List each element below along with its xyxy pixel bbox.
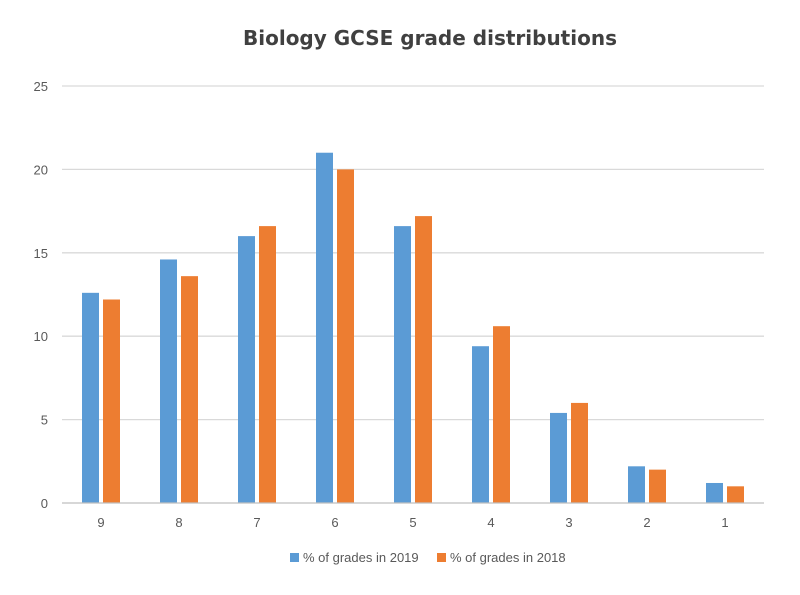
x-tick-label: 3 (565, 515, 572, 530)
bar-series-1 (706, 482, 723, 503)
y-tick-label: 5 (41, 413, 48, 428)
bar-series-2 (259, 226, 276, 503)
x-tick-label: 9 (97, 515, 104, 530)
y-tick-label: 10 (34, 329, 48, 344)
legend-label: % of grades in 2018 (450, 550, 566, 565)
legend-swatch (437, 553, 446, 562)
x-tick-label: 1 (721, 515, 728, 530)
bar-series-1 (628, 466, 645, 503)
bar-series-1 (160, 259, 177, 503)
bar-series-2 (727, 486, 744, 503)
x-tick-label: 7 (253, 515, 260, 530)
bar-series-1 (82, 292, 99, 503)
bar-series-2 (415, 216, 432, 503)
bar-series-2 (337, 169, 354, 503)
x-tick-label: 4 (487, 515, 494, 530)
x-tick-label: 8 (175, 515, 182, 530)
bar-series-2 (103, 299, 120, 503)
bar-series-1 (394, 226, 411, 503)
x-tick-label: 5 (409, 515, 416, 530)
x-tick-label: 6 (331, 515, 338, 530)
y-tick-label: 20 (34, 162, 48, 177)
bar-series-2 (181, 276, 198, 503)
bar-series-1 (238, 236, 255, 503)
bar-series-2 (649, 469, 666, 503)
y-tick-label: 15 (34, 246, 48, 261)
bar-series-1 (472, 346, 489, 503)
bar-series-2 (493, 326, 510, 503)
y-tick-label: 25 (34, 79, 48, 94)
bar-series-1 (316, 152, 333, 503)
bar-series-2 (571, 402, 588, 503)
chart-title: Biology GCSE grade distributions (243, 26, 617, 50)
legend-swatch (290, 553, 299, 562)
bar-series-1 (550, 412, 567, 503)
y-tick-label: 0 (41, 496, 48, 511)
legend-label: % of grades in 2019 (303, 550, 419, 565)
x-tick-label: 2 (643, 515, 650, 530)
